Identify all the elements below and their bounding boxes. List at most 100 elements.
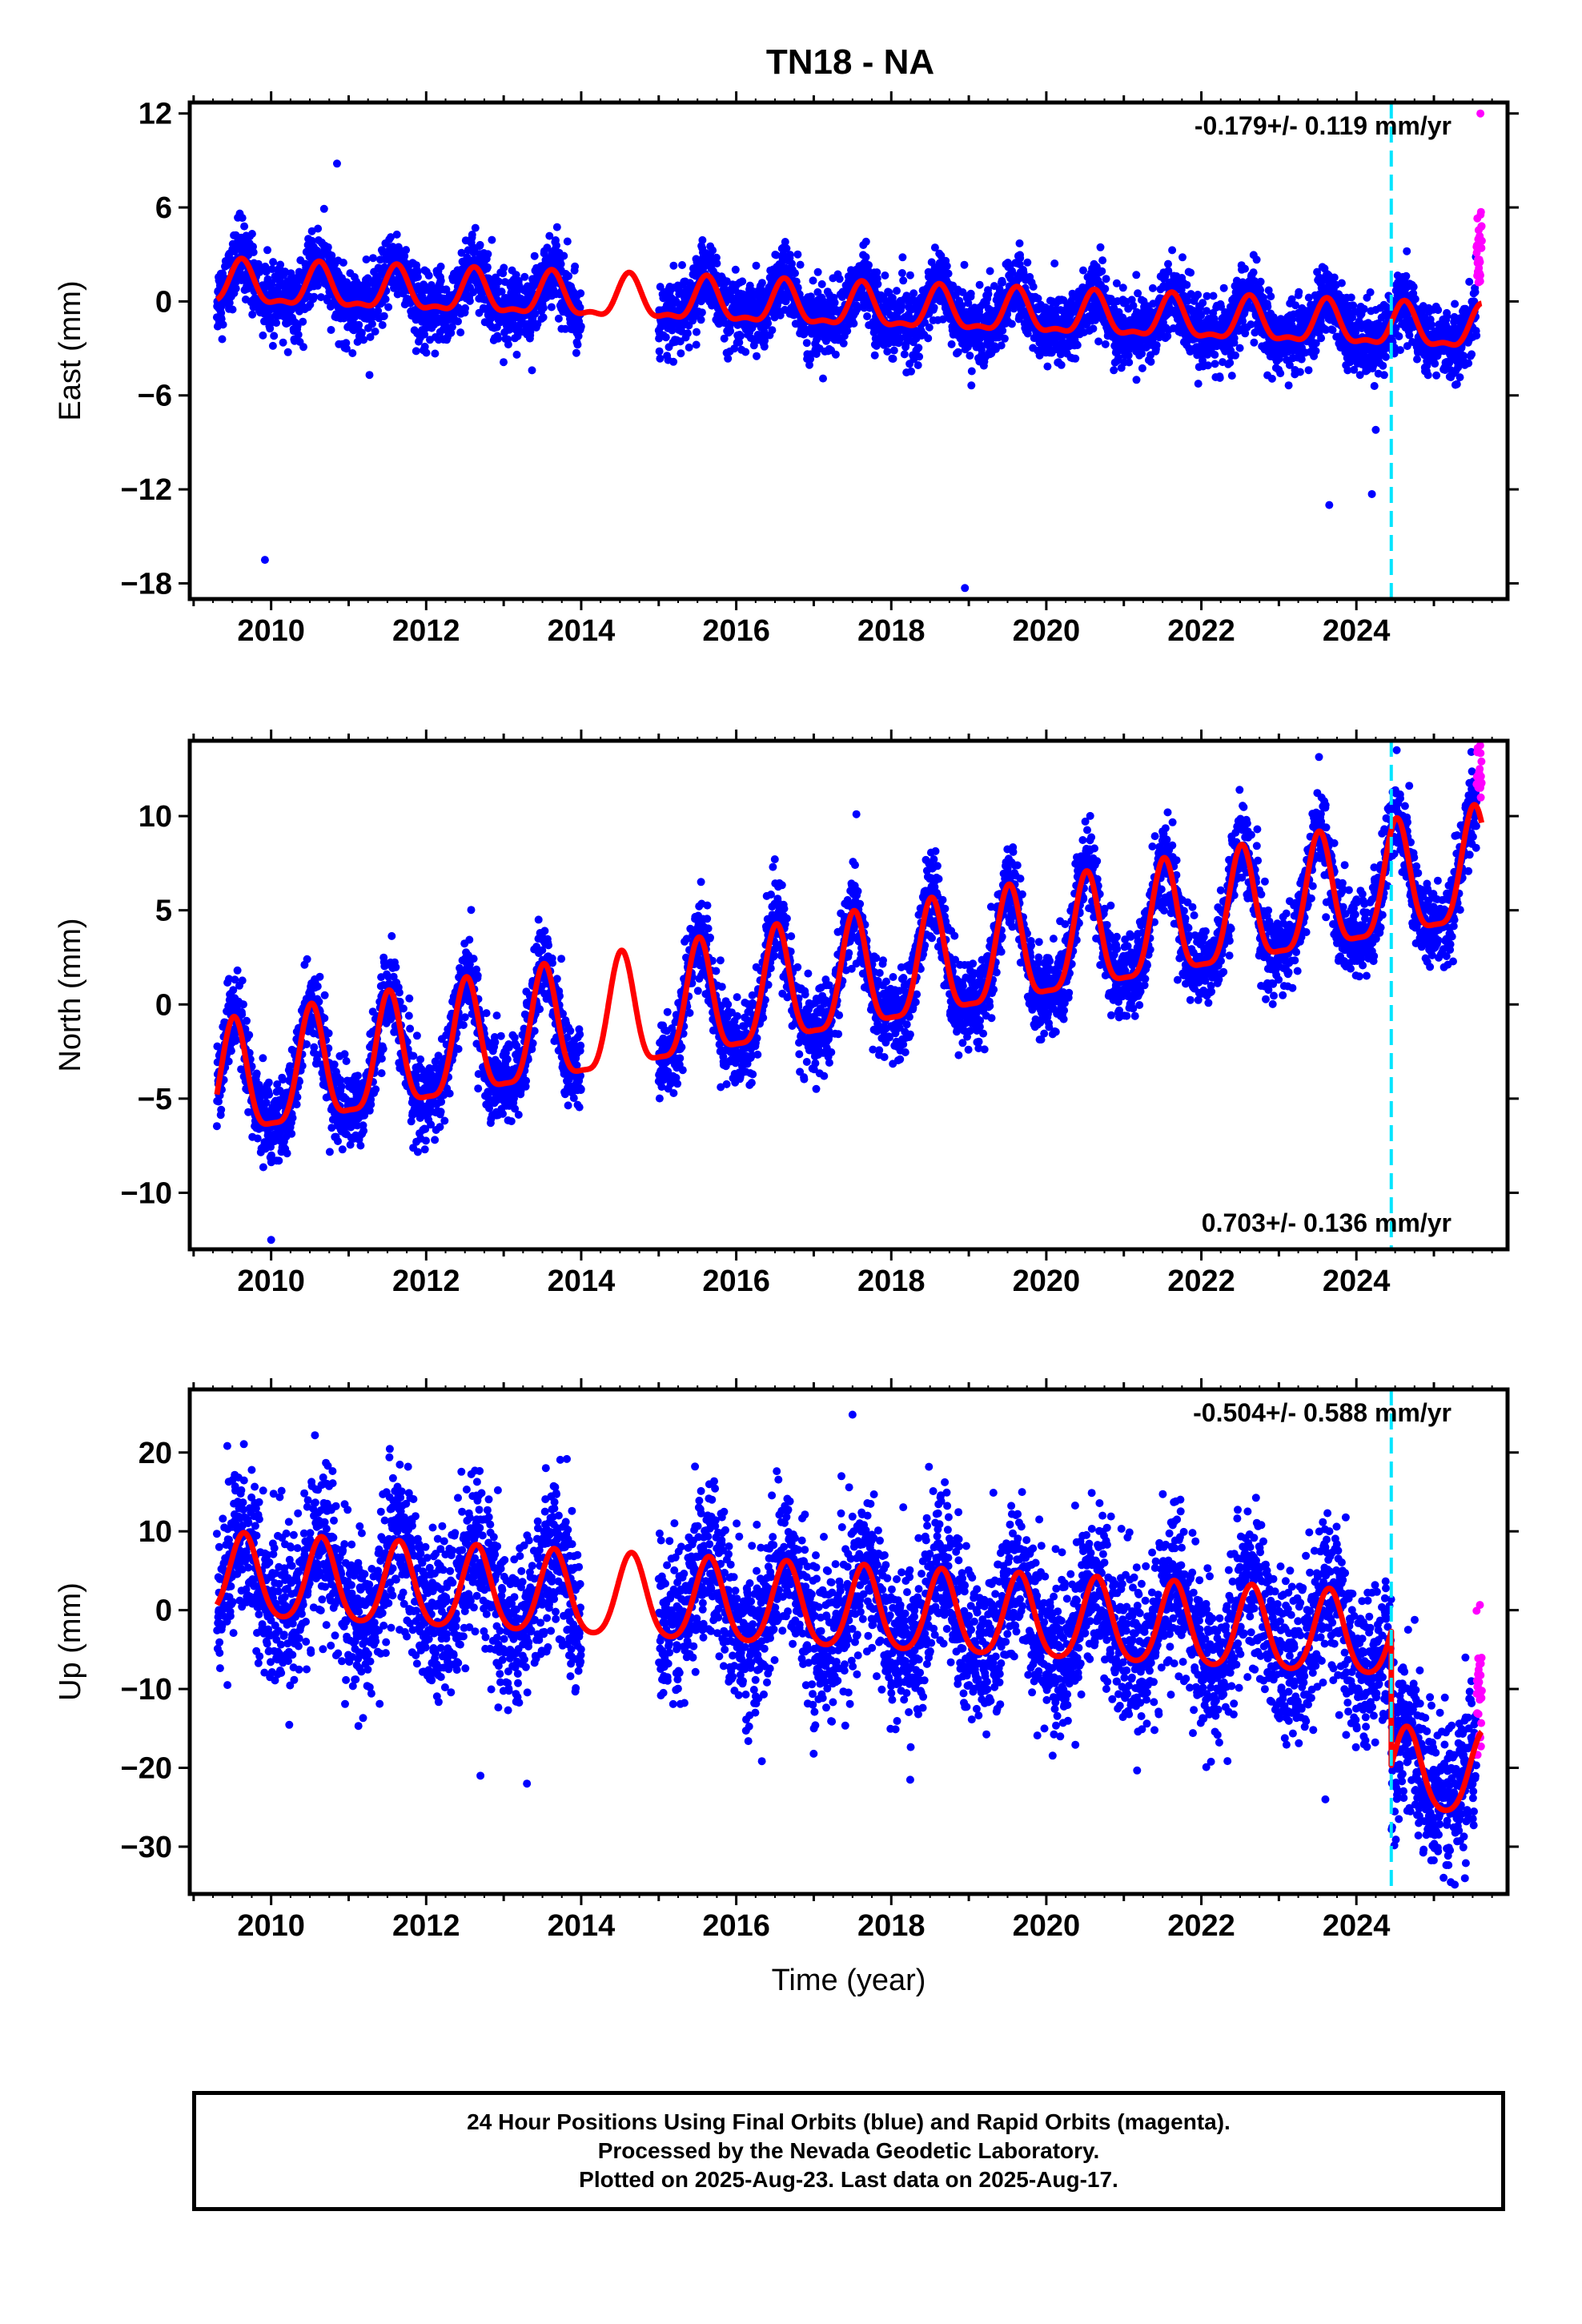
daily-position-point (424, 271, 433, 280)
daily-position-point (947, 340, 956, 348)
daily-position-point (307, 227, 316, 235)
daily-position-point (1186, 268, 1195, 277)
daily-position-point (893, 287, 901, 296)
daily-position-point (1317, 334, 1326, 343)
daily-position-point (359, 336, 368, 344)
daily-position-point (484, 250, 492, 259)
daily-position-point (817, 279, 826, 288)
daily-position-point (1409, 283, 1418, 292)
daily-position-point (348, 349, 357, 357)
daily-position-point (1227, 372, 1236, 380)
daily-position-point (914, 344, 923, 352)
daily-position-point (469, 288, 478, 296)
daily-position-point (1209, 292, 1218, 300)
daily-position-point (966, 289, 975, 298)
daily-position-point (547, 303, 556, 312)
daily-position-point (731, 265, 740, 274)
daily-position-point (530, 251, 539, 260)
daily-position-point (436, 276, 445, 285)
daily-position-point (561, 324, 570, 333)
daily-position-point (865, 261, 873, 269)
daily-position-point (531, 310, 540, 318)
daily-position-point (861, 237, 870, 246)
daily-position-point (327, 251, 336, 259)
daily-position-point (468, 231, 476, 239)
daily-position-point (870, 351, 879, 360)
daily-position-point (942, 262, 951, 271)
daily-position-point (781, 238, 789, 246)
daily-position-point (753, 352, 761, 360)
daily-position-point (556, 259, 565, 268)
daily-position-point (967, 367, 976, 376)
daily-position-point (520, 272, 529, 281)
daily-position-point (1295, 287, 1303, 296)
daily-position-point (319, 204, 328, 213)
daily-position-point (1403, 247, 1411, 255)
daily-position-point (899, 276, 908, 285)
daily-position-point (238, 214, 247, 223)
daily-position-point (310, 292, 319, 301)
daily-position-point (697, 308, 706, 317)
daily-position-point (1411, 295, 1419, 304)
daily-position-point (263, 246, 271, 255)
daily-position-point (448, 323, 456, 332)
daily-position-point (1057, 360, 1066, 369)
daily-position-point (563, 237, 572, 246)
daily-position-point (802, 339, 811, 348)
daily-position-point (960, 260, 969, 269)
daily-position-point (231, 284, 240, 293)
plot-area-east (212, 103, 1486, 599)
daily-position-point (576, 322, 585, 331)
daily-position-point (217, 308, 226, 317)
daily-position-point (839, 339, 848, 348)
daily-position-point (357, 328, 366, 337)
daily-position-point (768, 326, 777, 335)
daily-position-point (998, 278, 1006, 287)
daily-position-point (413, 273, 422, 281)
daily-position-point (1118, 283, 1127, 292)
daily-position-point (737, 332, 745, 340)
daily-position-point (1023, 258, 1032, 267)
daily-position-point (461, 304, 469, 312)
daily-position-point (830, 298, 839, 307)
daily-position-point (1337, 279, 1346, 287)
daily-position-point (1073, 341, 1082, 349)
daily-position-point (883, 348, 892, 356)
daily-position-point (573, 340, 582, 349)
daily-position-point (564, 271, 573, 280)
daily-position-point (986, 267, 994, 275)
daily-position-point (342, 344, 351, 353)
daily-position-point (381, 295, 390, 304)
daily-position-point (339, 259, 347, 267)
daily-position-point (1211, 360, 1219, 368)
daily-position-point (270, 332, 279, 340)
daily-position-point (1110, 366, 1118, 375)
daily-position-point (669, 357, 678, 366)
daily-position-point (526, 328, 535, 336)
daily-position-point (1168, 246, 1177, 255)
daily-position-point (218, 335, 227, 344)
daily-position-point (677, 349, 685, 358)
daily-position-point (1101, 284, 1110, 293)
daily-position-point (476, 240, 484, 249)
daily-position-point (402, 246, 411, 255)
daily-position-point (1029, 283, 1038, 291)
daily-position-point (456, 328, 465, 337)
daily-position-point (572, 348, 580, 357)
daily-position-point (835, 275, 844, 283)
daily-position-point (1284, 381, 1293, 390)
daily-position-point (259, 331, 267, 340)
daily-position-point (299, 317, 307, 326)
daily-position-point (997, 341, 1006, 350)
daily-position-point (1359, 304, 1368, 313)
daily-position-point (571, 262, 580, 271)
daily-position-point (374, 307, 383, 316)
daily-position-point (369, 254, 377, 263)
daily-position-point (831, 350, 840, 359)
daily-position-point (1152, 341, 1161, 349)
daily-position-point (379, 312, 388, 320)
daily-position-point (656, 283, 665, 292)
daily-position-point (709, 246, 717, 255)
daily-position-point (327, 326, 335, 334)
